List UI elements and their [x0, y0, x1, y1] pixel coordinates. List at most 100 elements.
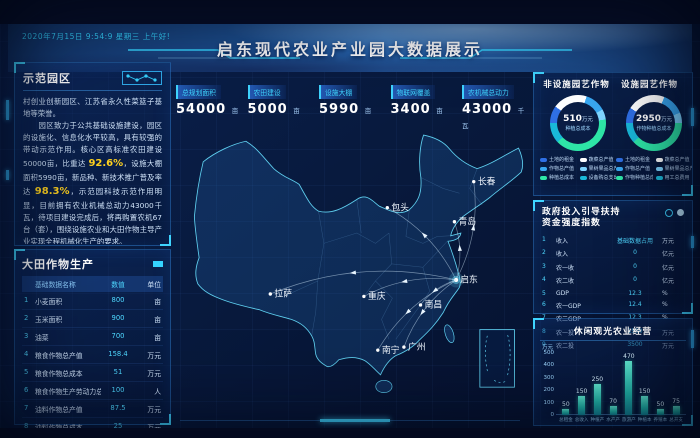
field-table-row: 2 玉米面积 900 亩: [22, 310, 163, 328]
legend-label: 蔬菜总产值: [664, 157, 690, 163]
row-name: 玉米面积: [35, 315, 63, 324]
panel-demo-park: 示范园区 村创业创新园区、江苏省永久性菜篮子基地等荣誉。 园区致力于公共基础设施…: [14, 62, 171, 246]
bar: [672, 405, 680, 415]
legend-label: 果树果品总产值: [664, 166, 693, 172]
row-unit: 万元: [135, 422, 161, 432]
legend-item: 土地的租金: [540, 156, 577, 163]
gov-table-row: 4 农二收 0 亿元: [542, 274, 684, 287]
text-run: ，示范园科技示范作用明显，目前拥有农业机械总动力43000千瓦，待项目建设完成后…: [23, 187, 162, 244]
row-name: 收入: [556, 238, 569, 246]
stat-card-farmland: 农田建设 5000 亩: [247, 80, 314, 120]
row-index: 1: [542, 236, 546, 244]
row-name: 农二收: [556, 278, 575, 286]
donut-center: 510万元 种植总成本: [557, 102, 599, 144]
legend-swatch: [579, 157, 587, 162]
bar-column: 150 总收入: [574, 353, 590, 427]
row-unit: 亿元: [662, 264, 675, 272]
donut-center-value: 2950: [635, 114, 662, 124]
row-unit: 亩: [154, 333, 161, 342]
flight-arrow-icon: [420, 309, 426, 316]
row-name: 油菜: [35, 333, 49, 342]
china-map: 长春 包头 青岛 启东 拉萨 重庆 南昌 南宁 广州: [172, 120, 528, 418]
row-value: 700: [111, 331, 125, 340]
field-table-header: 基础数据名称 数值 单位: [22, 276, 163, 292]
row-index: 2: [542, 249, 546, 257]
row-unit: %: [662, 314, 684, 323]
city-dot: [385, 205, 389, 210]
row-name: 油料作物总成本: [35, 422, 101, 432]
row-name: 油料作物总产值: [35, 405, 83, 414]
row-index: 7: [24, 403, 29, 412]
bar-stack: 250: [592, 353, 603, 415]
city-dot: [362, 294, 366, 299]
flight-arrow-icon: [405, 308, 412, 315]
row-name: 粮食作物总成本: [35, 369, 83, 378]
stat-label: 农田建设: [247, 85, 286, 99]
stat-value: 54000: [176, 102, 227, 117]
donut-center-unit: 万元: [661, 117, 673, 123]
legend-label: 果树果品总产值: [588, 166, 617, 172]
bar-column: 150 种植本: [637, 353, 653, 427]
bar-stack: 70: [609, 353, 617, 415]
row-name: 收入: [556, 251, 569, 259]
row-value: 0: [633, 262, 637, 270]
city-dot: [472, 179, 476, 184]
gov-title-line2: 资金强度指数: [542, 218, 601, 229]
row-value: 900: [111, 313, 125, 322]
facility-donut-block: 2950万元 作物种植总成本 土地的租金蔬菜总产值作物总产值果树果品总产值作物种…: [616, 95, 692, 181]
panel-gov-fund: 政府投入引导扶持 资金强度指数 1 收入 基础数据占用 万元 2 收入 0 亿元 3 农一收 0 亿元…: [533, 200, 693, 350]
row-index: 6: [24, 385, 29, 394]
row-unit: 人: [154, 387, 161, 396]
y-tick-label: 200: [543, 387, 555, 394]
row-index: 7: [542, 314, 556, 323]
demo-park-paragraph: 村创业创新园区、江苏省永久性菜篮子基地等荣誉。 园区致力于公共基础设施建设，园区…: [23, 96, 162, 244]
map-bottom-divider: [180, 419, 520, 422]
legend-label: 土地的租金: [625, 157, 651, 163]
bar-stack: 470: [623, 353, 635, 415]
flight-arrow-icon: [471, 224, 476, 231]
bar-value-label: 470: [623, 353, 635, 360]
bar-plot-area: 50 总租金 150 总收入 250 种植产 70 水产产 470 旅游产 150 种植本 50 养殖本 7…: [558, 353, 684, 427]
edge-accent: [6, 170, 9, 180]
legend-swatch: [655, 166, 663, 171]
legend-swatch: [655, 157, 663, 162]
field-table-row: 7 油料作物总产值 87.5 万元: [22, 400, 163, 418]
edge-accent: [691, 108, 694, 126]
field-table-row: 1 小麦面积 800 亩: [22, 292, 163, 310]
bar-stack: 150: [576, 353, 587, 415]
donut-center: 2950万元 作物种植总成本: [633, 102, 675, 144]
dot-decor-icon: [677, 209, 684, 216]
row-unit: 万元: [147, 405, 161, 414]
y-tick-label: 500: [543, 350, 555, 356]
stat-unit: 亩: [231, 107, 239, 115]
row-name: 粮食作物生产劳动力总...: [35, 387, 101, 396]
stat-unit: 亩: [293, 107, 300, 115]
bar: [609, 406, 617, 415]
row-unit: 亩: [154, 297, 161, 306]
row-value: 51: [113, 367, 123, 376]
row-value: 0: [633, 249, 637, 257]
row-unit: 万元: [147, 369, 161, 378]
stat-unit: 亩: [364, 107, 372, 115]
legend-item: 作物种植总成本: [616, 174, 653, 181]
row-name: 农一收: [556, 264, 575, 272]
row-value: 100: [111, 385, 125, 394]
legend-swatch: [655, 175, 663, 180]
y-tick-label: 0: [550, 412, 555, 418]
nonfacility-donut-block: 510万元 种植总成本 土地的租金蔬菜总产值作物总产值果树果品总产值种植总成本设…: [540, 95, 616, 181]
row-name: 农一GDP: [556, 302, 581, 310]
flight-path: [387, 207, 457, 281]
highlight-value: 92.6%: [88, 157, 124, 169]
edge-accent: [691, 236, 694, 248]
row-value: 25: [113, 421, 123, 430]
city-label: 拉萨: [274, 288, 292, 300]
y-axis-unit-label: 万元: [542, 345, 554, 351]
legend-swatch: [579, 166, 587, 171]
city-dot: [376, 348, 380, 352]
flight-arrow-icon: [401, 278, 408, 284]
col-header-name: 基础数据名称: [35, 281, 76, 289]
legend-swatch: [616, 166, 623, 171]
